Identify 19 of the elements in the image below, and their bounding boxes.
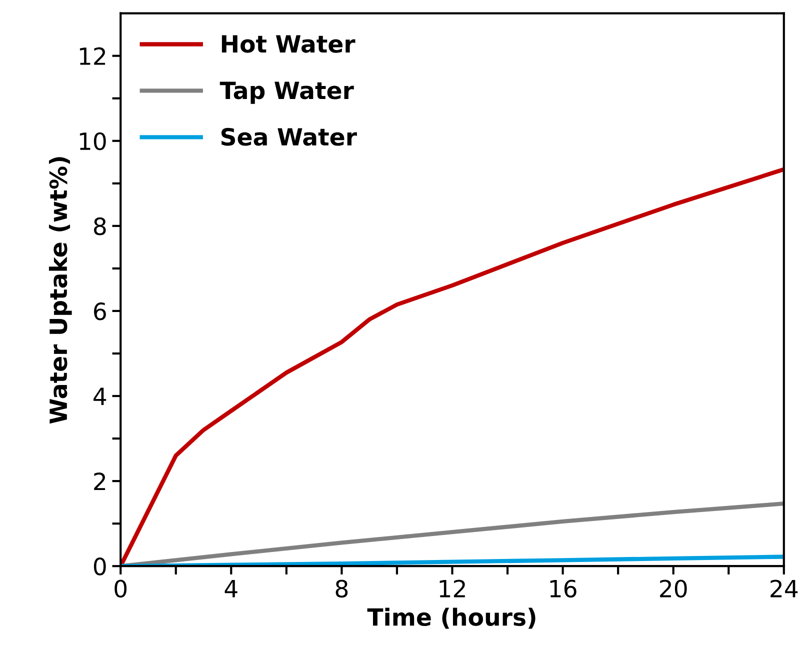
y-tick-label: 4 (94, 388, 106, 405)
legend-label: Tap Water (220, 82, 354, 104)
y-tick-label: 10 (80, 132, 106, 150)
y-tick-label: 2 (94, 472, 106, 490)
legend-label: Sea Water (221, 128, 357, 146)
x-tick-label: 20 (660, 580, 687, 598)
x-tick-label: 24 (770, 580, 798, 598)
x-tick-label: 12 (440, 580, 465, 598)
x-axis-title: Time (hours) (367, 608, 536, 629)
y-tick-label: 6 (94, 302, 106, 320)
y-tick-label: 0 (94, 558, 106, 576)
x-tick-label: 16 (550, 580, 576, 598)
x-tick-label: 4 (224, 580, 238, 598)
x-tick-label: 8 (336, 580, 348, 598)
legend-label: Hot Water (222, 35, 356, 53)
y-axis-title: Water Uptake (wt%) (48, 157, 72, 424)
y-tick-label: 8 (94, 217, 106, 236)
x-tick-label: 0 (114, 580, 127, 598)
y-tick-label: 12 (80, 47, 106, 65)
